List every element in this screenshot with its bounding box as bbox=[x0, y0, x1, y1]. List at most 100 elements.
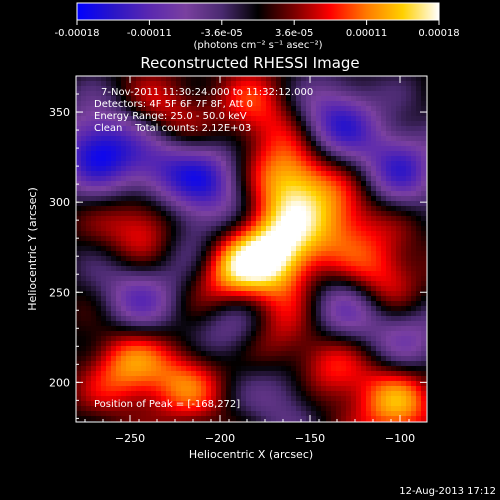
heatmap-cell bbox=[151, 156, 157, 162]
heatmap-cell bbox=[341, 181, 347, 187]
heatmap-cell bbox=[231, 131, 237, 137]
heatmap-cell bbox=[381, 151, 387, 157]
heatmap-cell bbox=[306, 191, 312, 197]
heatmap-cell bbox=[401, 116, 407, 122]
heatmap-cell bbox=[236, 276, 242, 282]
heatmap-cell bbox=[381, 236, 387, 242]
heatmap-cell bbox=[271, 326, 277, 332]
heatmap-cell bbox=[91, 121, 97, 127]
heatmap-cell bbox=[316, 381, 322, 387]
heatmap-cell bbox=[176, 251, 182, 257]
heatmap-cell bbox=[231, 111, 237, 117]
heatmap-cell bbox=[276, 181, 282, 187]
heatmap-cell bbox=[351, 126, 357, 132]
heatmap-cell bbox=[291, 336, 297, 342]
heatmap-cell bbox=[101, 146, 107, 152]
heatmap-cell bbox=[316, 366, 322, 372]
heatmap-cell bbox=[81, 216, 87, 222]
heatmap-cell bbox=[411, 246, 417, 252]
heatmap-cell bbox=[421, 241, 427, 247]
heatmap-cell bbox=[396, 76, 402, 82]
heatmap-cell bbox=[366, 161, 372, 167]
heatmap-cell bbox=[226, 381, 232, 387]
heatmap-cell bbox=[321, 186, 327, 192]
heatmap-cell bbox=[221, 316, 227, 322]
heatmap-cell bbox=[131, 331, 137, 337]
heatmap-cell bbox=[211, 106, 217, 112]
heatmap-cell bbox=[256, 241, 262, 247]
heatmap-cell bbox=[416, 176, 422, 182]
heatmap-cell bbox=[281, 296, 287, 302]
heatmap-cell bbox=[191, 391, 197, 397]
heatmap-cell bbox=[381, 326, 387, 332]
heatmap-cell bbox=[181, 186, 187, 192]
heatmap-cell bbox=[371, 336, 377, 342]
heatmap-cell bbox=[256, 236, 262, 242]
heatmap-cell bbox=[261, 271, 267, 277]
heatmap-cell bbox=[96, 326, 102, 332]
heatmap-cell bbox=[111, 316, 117, 322]
heatmap-cell bbox=[206, 281, 212, 287]
heatmap-cell bbox=[276, 86, 282, 92]
heatmap-cell bbox=[126, 216, 132, 222]
heatmap-cell bbox=[316, 161, 322, 167]
heatmap-cell bbox=[371, 301, 377, 307]
heatmap-cell bbox=[356, 271, 362, 277]
heatmap-cell bbox=[341, 171, 347, 177]
heatmap-cell bbox=[91, 366, 97, 372]
heatmap-cell bbox=[251, 241, 257, 247]
heatmap-cell bbox=[206, 351, 212, 357]
heatmap-cell bbox=[291, 236, 297, 242]
heatmap-cell bbox=[306, 311, 312, 317]
heatmap-cell bbox=[131, 346, 137, 352]
heatmap-cell bbox=[206, 196, 212, 202]
heatmap-cell bbox=[381, 311, 387, 317]
heatmap-cell bbox=[106, 391, 112, 397]
heatmap-cell bbox=[216, 111, 222, 117]
heatmap-cell bbox=[191, 296, 197, 302]
heatmap-cell bbox=[201, 181, 207, 187]
heatmap-cell bbox=[166, 126, 172, 132]
heatmap-cell bbox=[386, 121, 392, 127]
heatmap-cell bbox=[206, 301, 212, 307]
heatmap-cell bbox=[221, 121, 227, 127]
heatmap-cell bbox=[391, 201, 397, 207]
heatmap-cell bbox=[116, 316, 122, 322]
heatmap-cell bbox=[391, 151, 397, 157]
heatmap-cell bbox=[311, 226, 317, 232]
heatmap-cell bbox=[81, 206, 87, 212]
heatmap-cell bbox=[311, 316, 317, 322]
heatmap-cell bbox=[311, 171, 317, 177]
heatmap-cell bbox=[366, 311, 372, 317]
heatmap-cell bbox=[411, 291, 417, 297]
heatmap-cell bbox=[221, 386, 227, 392]
heatmap-cell bbox=[81, 366, 87, 372]
heatmap-cell bbox=[81, 201, 87, 207]
heatmap-cell bbox=[366, 81, 372, 87]
heatmap-cell bbox=[141, 366, 147, 372]
heatmap-cell bbox=[101, 286, 107, 292]
heatmap-cell bbox=[141, 181, 147, 187]
heatmap-cell bbox=[346, 376, 352, 382]
heatmap-cell bbox=[326, 376, 332, 382]
heatmap-cell bbox=[211, 371, 217, 377]
heatmap-cell bbox=[371, 271, 377, 277]
heatmap-cell bbox=[256, 276, 262, 282]
heatmap-cell bbox=[196, 321, 202, 327]
heatmap-cell bbox=[201, 291, 207, 297]
heatmap-cell bbox=[346, 241, 352, 247]
heatmap-cell bbox=[276, 136, 282, 142]
heatmap-cell bbox=[131, 336, 137, 342]
heatmap-cell bbox=[201, 106, 207, 112]
heatmap-cell bbox=[361, 411, 367, 417]
heatmap-cell bbox=[241, 196, 247, 202]
heatmap-cell bbox=[176, 391, 182, 397]
heatmap-cell bbox=[331, 126, 337, 132]
heatmap-cell bbox=[151, 211, 157, 217]
heatmap-cell bbox=[266, 416, 272, 422]
heatmap-cell bbox=[86, 151, 92, 157]
heatmap-cell bbox=[336, 141, 342, 147]
heatmap-cell bbox=[416, 316, 422, 322]
heatmap-cell bbox=[266, 326, 272, 332]
heatmap-cell bbox=[401, 301, 407, 307]
